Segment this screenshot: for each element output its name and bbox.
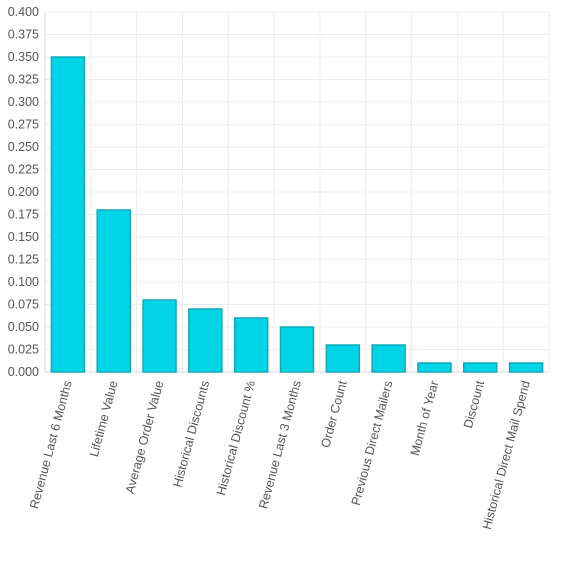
y-tick-label: 0.050	[8, 320, 39, 334]
x-tick-label: Previous Direct Mailers	[349, 379, 396, 507]
y-tick-label: 0.000	[8, 365, 39, 379]
y-tick-label: 0.100	[8, 275, 39, 289]
bars	[50, 56, 544, 373]
x-tick-label: Historical Discount %	[214, 379, 258, 497]
y-tick-label: 0.075	[8, 298, 39, 312]
x-axis: Revenue Last 6 Months Lifetime Value Avera…	[27, 379, 533, 531]
bar	[142, 299, 177, 373]
bar	[50, 56, 86, 373]
x-tick-label: Historical Direct Mail Spend	[480, 379, 533, 531]
y-tick-label: 0.175	[8, 208, 39, 222]
bar	[188, 308, 223, 373]
y-tick-label: 0.125	[8, 253, 39, 267]
y-tick-label: 0.325	[8, 73, 39, 87]
y-tick-label: 0.300	[8, 95, 39, 109]
y-tick-label: 0.225	[8, 163, 39, 177]
bar	[96, 209, 131, 373]
y-tick-label: 0.150	[8, 230, 39, 244]
x-tick-label: Discount	[461, 379, 487, 430]
x-tick-label: Historical Discounts	[170, 379, 212, 489]
bar	[417, 362, 452, 373]
x-tick-label: Average Order Value	[123, 379, 167, 495]
y-tick-label: 0.350	[8, 50, 39, 64]
x-tick-label: Lifetime Value	[87, 379, 121, 458]
bar	[233, 317, 269, 373]
bar	[325, 344, 361, 373]
x-tick-label: Order Count	[318, 379, 349, 450]
y-tick-label: 0.200	[8, 185, 39, 199]
bar	[279, 326, 315, 373]
y-tick-label: 0.025	[8, 343, 39, 357]
y-tick-label: 0.400	[8, 5, 39, 19]
y-axis: 0.000 0.025 0.050 0.075 0.100 0.125 0.150 0.175…	[8, 5, 39, 379]
bar	[371, 344, 406, 373]
y-tick-label: 0.375	[8, 28, 39, 42]
bar	[463, 362, 498, 373]
y-tick-label: 0.275	[8, 118, 39, 132]
bar	[508, 362, 544, 373]
x-tick-label: Revenue Last 3 Months	[256, 379, 304, 510]
y-tick-label: 0.250	[8, 140, 39, 154]
x-tick-label: Revenue Last 6 Months	[27, 379, 75, 510]
x-tick-label: Month of Year	[408, 379, 441, 457]
